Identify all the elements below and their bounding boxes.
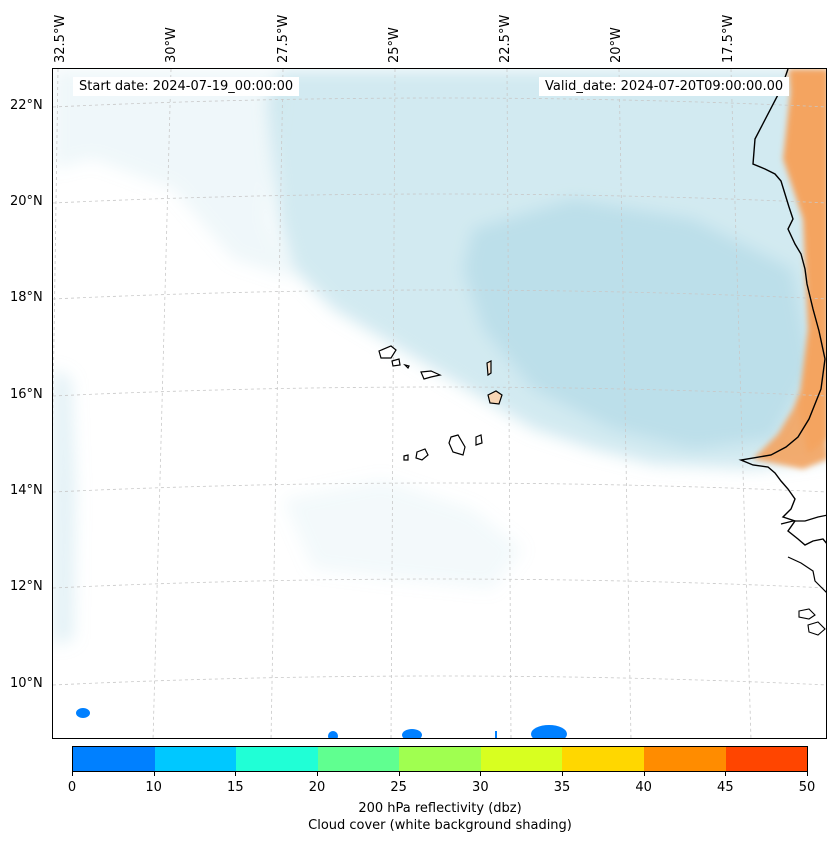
colorbar-tick-mark: [398, 772, 400, 776]
colorbar-tick-mark: [480, 772, 482, 776]
map-area: [52, 68, 827, 739]
lat-label-18n: 18°N: [10, 290, 43, 305]
colorbar-segment-1: [154, 747, 237, 771]
colorbar-segment-3: [317, 747, 400, 771]
valid-date-label: Valid_date: 2024-07-20T09:00:00.00: [539, 77, 790, 96]
colorbar-tick-label: 30: [472, 780, 489, 795]
colorbar-tick-label: 40: [635, 780, 652, 795]
parallel-14n: [53, 482, 826, 493]
meridian-30w: [152, 69, 172, 738]
lon-label-27-5w: 27.5°W: [276, 14, 291, 63]
reflectivity-cell-3: [402, 729, 422, 738]
reflectivity-cell-1: [76, 708, 90, 718]
colorbar-tick-mark: [807, 772, 808, 776]
island-santiago: [448, 434, 466, 456]
parallel-22n: [53, 97, 826, 108]
lat-label-22n: 22°N: [10, 98, 43, 113]
island-sal: [486, 360, 492, 377]
parallel-20n: [53, 193, 826, 204]
parallel-12n: [53, 578, 826, 589]
reflectivity-cell-4: [495, 731, 497, 738]
lat-label-16n: 16°N: [10, 387, 43, 402]
island-santo-antao: [378, 345, 397, 359]
colorbar-segment-8: [725, 747, 808, 771]
colorbar-subtitle: Cloud cover (white background shading): [308, 818, 572, 833]
colorbar-tick-label: 10: [145, 780, 162, 795]
meridian-20w: [618, 69, 632, 738]
colorbar-tick-mark: [317, 772, 318, 776]
colorbar-tick-label: 35: [553, 780, 571, 795]
africa-shading-interior: [783, 69, 826, 454]
island-sao-vicente: [391, 358, 401, 367]
bijagos-islands: [798, 608, 826, 636]
colorbar-tick-mark: [153, 772, 155, 776]
meridian-25w: [390, 69, 396, 738]
colorbar: [72, 746, 808, 772]
lon-label-25w: 25°W: [387, 27, 402, 63]
reflectivity-cell-2: [328, 731, 338, 738]
island-boa-vista: [487, 390, 503, 405]
cloud-mass-west: [53, 69, 293, 279]
lat-label-10n: 10°N: [10, 676, 43, 691]
colorbar-tick-label: 45: [717, 780, 734, 795]
guinea-bissau-coast: [787, 556, 826, 593]
parallel-18n: [53, 289, 826, 300]
cloud-patches-south: [283, 479, 523, 589]
colorbar-tick-label: 25: [390, 780, 407, 795]
cloud-strip-west: [53, 369, 75, 644]
lon-label-32-5w: 32.5°W: [53, 14, 68, 63]
colorbar-tick-mark: [72, 772, 73, 776]
lat-label-14n: 14°N: [10, 483, 43, 498]
colorbar-segment-7: [643, 747, 726, 771]
cloud-mass-core: [463, 199, 813, 449]
colorbar-segment-2: [236, 747, 318, 771]
meridian-17-5w: [730, 69, 752, 738]
colorbar-tick-label: 50: [798, 780, 816, 795]
lon-label-17-5w: 17.5°W: [721, 14, 736, 63]
reflectivity-cells: [76, 708, 567, 738]
island-sao-nicolau: [420, 370, 442, 380]
map-canvas: [53, 69, 826, 738]
island-brava: [403, 454, 409, 461]
lon-label-22-5w: 22.5°W: [498, 14, 513, 63]
start-date-label: Start date: 2024-07-19_00:00:00: [73, 77, 300, 96]
meridian-27-5w: [270, 69, 284, 738]
island-maio: [475, 434, 483, 446]
colorbar-tick-mark: [725, 772, 727, 776]
colorbar-tick-mark: [235, 772, 237, 776]
africa-coastline: [738, 69, 826, 546]
meridian-22-5w: [506, 69, 512, 738]
reflectivity-cell-5: [531, 725, 567, 738]
lat-label-20n: 20°N: [10, 194, 43, 209]
island-fogo: [415, 448, 429, 461]
land-shading: [753, 69, 826, 469]
cape-verde-islands: [378, 345, 503, 461]
island-santa-luzia: [403, 363, 410, 370]
colorbar-segment-6: [562, 747, 644, 771]
colorbar-tick-label: 0: [67, 780, 77, 795]
colorbar-segment-0: [73, 747, 155, 771]
parallel-10n: [53, 675, 826, 686]
colorbar-segment-5: [480, 747, 563, 771]
colorbar-tick-label: 15: [227, 780, 244, 795]
parallel-16n: [53, 386, 826, 397]
colorbar-tick-label: 20: [308, 780, 326, 795]
lon-label-30w: 30°W: [164, 27, 179, 63]
gambia-coast: [780, 514, 826, 525]
lon-label-20w: 20°W: [609, 27, 624, 63]
cloud-cover-shading: [53, 69, 826, 644]
colorbar-tick-mark: [643, 772, 645, 776]
colorbar-tick-mark: [562, 772, 563, 776]
lat-label-12n: 12°N: [10, 579, 43, 594]
graticule: [53, 69, 826, 738]
colorbar-title: 200 hPa reflectivity (dbz): [358, 801, 522, 816]
colorbar-segment-4: [399, 747, 481, 771]
